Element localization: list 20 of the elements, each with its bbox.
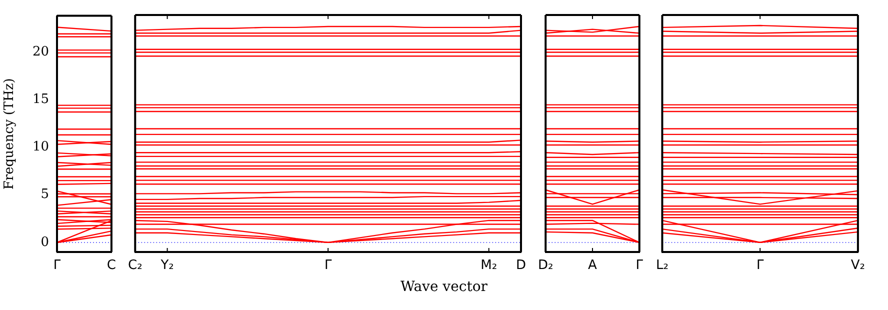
x-tick-label: Γ: [756, 258, 764, 274]
x-tick-label: L₂: [656, 258, 668, 274]
y-axis-title: Frequency (THz): [2, 78, 18, 190]
x-tick-label: A: [588, 258, 598, 274]
y-tick-label: 15: [32, 92, 49, 107]
x-axis-title: Wave vector: [400, 279, 488, 295]
x-tick-label: D: [516, 258, 526, 274]
y-tick-label: 5: [40, 187, 49, 202]
x-tick-label: Γ: [324, 258, 332, 274]
x-tick-label: D₂: [538, 258, 554, 274]
x-tick-label: Γ: [53, 258, 62, 274]
x-tick-label: V₂: [850, 258, 865, 274]
y-tick-label: 0: [40, 234, 49, 250]
x-tick-label: Y₂: [160, 258, 174, 274]
x-tick-label: Γ: [636, 258, 644, 274]
x-tick-label: M₂: [480, 258, 498, 274]
y-tick-label: 10: [32, 140, 49, 155]
x-tick-label: C: [106, 258, 116, 274]
y-tick-label: 20: [32, 44, 49, 60]
x-tick-label: C₂: [128, 258, 142, 274]
